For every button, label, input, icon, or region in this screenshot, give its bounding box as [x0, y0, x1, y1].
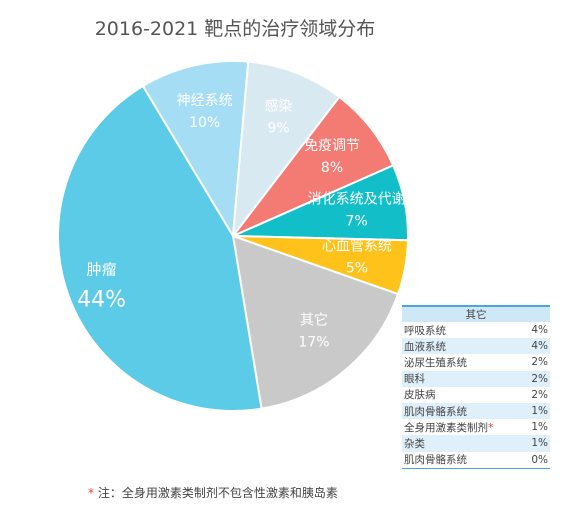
- table-row: 肌肉骨骼系统 0%: [402, 451, 550, 469]
- table-row-value: 4%: [531, 324, 548, 337]
- slice-value-label: 8%: [321, 160, 343, 176]
- pie-slice: [231, 234, 400, 410]
- table-row-name-text: 肌肉骨骼系统: [404, 454, 467, 467]
- slice-value-label: 9%: [267, 121, 289, 137]
- pie-slice: [57, 84, 263, 412]
- table-row-value: 1%: [531, 421, 548, 434]
- table-row: 全身用激素类制剂* 1%: [402, 419, 550, 435]
- footnote: * 注：全身用激素类制剂不包含性激素和胰岛素: [88, 484, 338, 501]
- slice-label: 其它: [300, 312, 328, 329]
- table-row-value: 2%: [531, 356, 548, 369]
- table-row: 泌尿生殖系统 2%: [402, 354, 550, 370]
- table-row-star: *: [488, 421, 494, 434]
- table-row-value: 1%: [523, 402, 550, 420]
- table-row-name-text: 眼科: [404, 373, 425, 386]
- table-row-name: 全身用激素类制剂*: [402, 419, 523, 435]
- slice-label: 感染: [265, 98, 293, 115]
- other-breakdown-table: 其它 呼吸系统 4% 血液系统 4% 泌尿生殖系统 2% 眼科 2% 皮肤病 2% 肌肉骨骼系统 1%…: [402, 305, 550, 469]
- table-row-name-text: 呼吸系统: [404, 324, 446, 337]
- table-row-name: 血液系统: [402, 338, 524, 355]
- pie-chart: 神经系统 10% 感染 9% 免疫调节 8% 消化系统及代谢 7% 心血管系统 5% 其它 17% 肿瘤…: [57, 60, 409, 412]
- slice-label: 消化系统及代谢: [308, 192, 406, 208]
- table-row-name-text: 泌尿生殖系统: [404, 356, 467, 369]
- slice-label: 肿瘤: [87, 260, 117, 278]
- table-row: 呼吸系统 4%: [402, 322, 550, 338]
- table-row-name-text: 皮肤病: [404, 389, 436, 402]
- table-row-name-text: 血液系统: [404, 340, 446, 353]
- table-row-name: 皮肤病: [402, 387, 523, 403]
- table-row-name: 杂类: [402, 435, 524, 452]
- table-row-name-text: 全身用激素类制剂: [404, 421, 488, 434]
- table-row: 眼科 2%: [402, 370, 550, 387]
- slice-value-label: 5%: [346, 261, 368, 277]
- slice-value-label: 17%: [298, 335, 329, 351]
- table-row-name: 肌肉骨骼系统: [402, 402, 524, 420]
- other-table-header: 其它: [402, 306, 550, 322]
- slice-label: 免疫调节: [304, 138, 360, 154]
- table-row: 杂类 1%: [402, 435, 550, 452]
- table-row-name: 肌肉骨骼系统: [402, 451, 524, 469]
- table-row-name: 泌尿生殖系统: [402, 354, 523, 370]
- table-row-value: 4%: [523, 338, 550, 355]
- slice-value-label: 7%: [345, 214, 367, 230]
- table-row-value: 2%: [523, 370, 550, 387]
- pie-slice: [141, 60, 250, 240]
- slice-value-label: 44%: [77, 287, 126, 312]
- table-row-value: 1%: [523, 435, 550, 452]
- table-row-value: 2%: [531, 388, 548, 401]
- footnote-text: 注：全身用激素类制剂不包含性激素和胰岛素: [97, 486, 338, 500]
- footnote-star: *: [88, 486, 94, 500]
- chart-title: 2016-2021 靶点的治疗领域分布: [94, 18, 376, 40]
- table-row-name: 呼吸系统: [402, 322, 523, 338]
- table-row: 肌肉骨骼系统 1%: [402, 402, 550, 420]
- table-row-value: 0%: [523, 451, 550, 469]
- pie-slice: [231, 60, 341, 240]
- table-row-name-text: 杂类: [404, 437, 425, 450]
- table-row: 血液系统 4%: [402, 338, 550, 355]
- slice-value-label: 10%: [189, 115, 220, 131]
- table-row-name-text: 肌肉骨骼系统: [404, 405, 467, 418]
- table-row-name: 眼科: [402, 370, 524, 387]
- slice-label: 神经系统: [177, 93, 233, 109]
- table-row: 皮肤病 2%: [402, 387, 550, 403]
- slice-label: 心血管系统: [322, 239, 392, 255]
